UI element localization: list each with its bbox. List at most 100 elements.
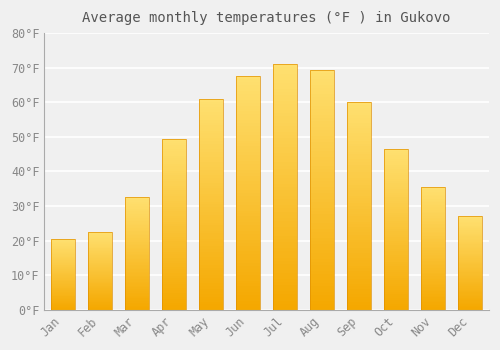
Bar	[347, 180, 372, 183]
Bar	[310, 169, 334, 172]
Bar	[51, 306, 75, 307]
Bar	[162, 160, 186, 162]
Bar	[310, 292, 334, 295]
Bar	[51, 265, 75, 266]
Bar	[347, 286, 372, 289]
Bar	[236, 228, 260, 231]
Bar	[88, 244, 112, 245]
Bar	[347, 183, 372, 185]
Bar	[347, 227, 372, 229]
Bar	[422, 207, 446, 209]
Bar	[310, 184, 334, 187]
Bar	[384, 189, 408, 191]
Bar	[236, 214, 260, 216]
Bar	[125, 202, 149, 203]
Bar	[422, 205, 446, 207]
Bar	[51, 308, 75, 309]
Bar	[384, 179, 408, 181]
Bar	[273, 92, 297, 95]
Bar	[88, 272, 112, 273]
Bar	[347, 149, 372, 152]
Bar	[125, 238, 149, 239]
Bar	[51, 292, 75, 293]
Bar	[422, 204, 446, 205]
Bar	[125, 266, 149, 268]
Bar	[273, 147, 297, 150]
Bar	[125, 265, 149, 266]
Bar	[125, 231, 149, 232]
Bar	[51, 245, 75, 246]
Bar	[162, 177, 186, 179]
Bar	[347, 292, 372, 294]
Bar	[88, 289, 112, 290]
Bar	[51, 283, 75, 284]
Bar	[310, 130, 334, 133]
Bar	[51, 289, 75, 290]
Bar	[51, 270, 75, 271]
Bar	[310, 211, 334, 214]
Bar	[273, 193, 297, 196]
Bar	[458, 240, 482, 241]
Bar	[125, 268, 149, 269]
Bar	[88, 287, 112, 288]
Bar	[236, 158, 260, 161]
Bar	[199, 284, 223, 286]
Bar	[384, 159, 408, 161]
Bar	[310, 280, 334, 283]
Bar	[347, 250, 372, 253]
Bar	[51, 257, 75, 258]
Bar	[236, 144, 260, 146]
Bar	[125, 292, 149, 293]
Bar	[422, 245, 446, 247]
Bar	[458, 297, 482, 298]
Bar	[384, 203, 408, 205]
Bar	[458, 286, 482, 288]
Bar	[162, 282, 186, 284]
Bar	[125, 232, 149, 234]
Bar	[422, 270, 446, 271]
Bar	[273, 80, 297, 83]
Bar	[422, 296, 446, 298]
Bar	[125, 271, 149, 272]
Bar	[310, 214, 334, 217]
Bar	[458, 269, 482, 270]
Bar	[458, 271, 482, 272]
Bar	[51, 261, 75, 262]
Bar	[347, 154, 372, 157]
Bar	[51, 273, 75, 274]
Bar	[236, 106, 260, 108]
Bar	[125, 221, 149, 223]
Bar	[310, 198, 334, 202]
Bar	[162, 158, 186, 160]
Bar	[88, 269, 112, 270]
Bar	[236, 263, 260, 266]
Bar	[384, 149, 408, 151]
Bar	[162, 192, 186, 194]
Bar	[273, 113, 297, 117]
Bar	[88, 242, 112, 243]
Bar	[384, 185, 408, 187]
Bar	[347, 240, 372, 242]
Bar	[458, 228, 482, 229]
Bar	[88, 293, 112, 294]
Bar	[51, 246, 75, 247]
Bar	[125, 244, 149, 245]
Bar	[384, 241, 408, 244]
Bar	[88, 238, 112, 239]
Bar	[347, 115, 372, 118]
Bar	[422, 251, 446, 253]
Bar	[347, 190, 372, 193]
Bar	[347, 268, 372, 271]
Bar	[88, 236, 112, 237]
Bar	[51, 260, 75, 261]
Bar	[347, 175, 372, 177]
Bar	[458, 265, 482, 267]
Bar	[125, 258, 149, 259]
Bar	[458, 282, 482, 283]
Bar	[88, 266, 112, 267]
Bar	[310, 196, 334, 198]
Bar	[162, 290, 186, 293]
Bar	[458, 239, 482, 240]
Bar	[199, 260, 223, 262]
Bar	[347, 170, 372, 172]
